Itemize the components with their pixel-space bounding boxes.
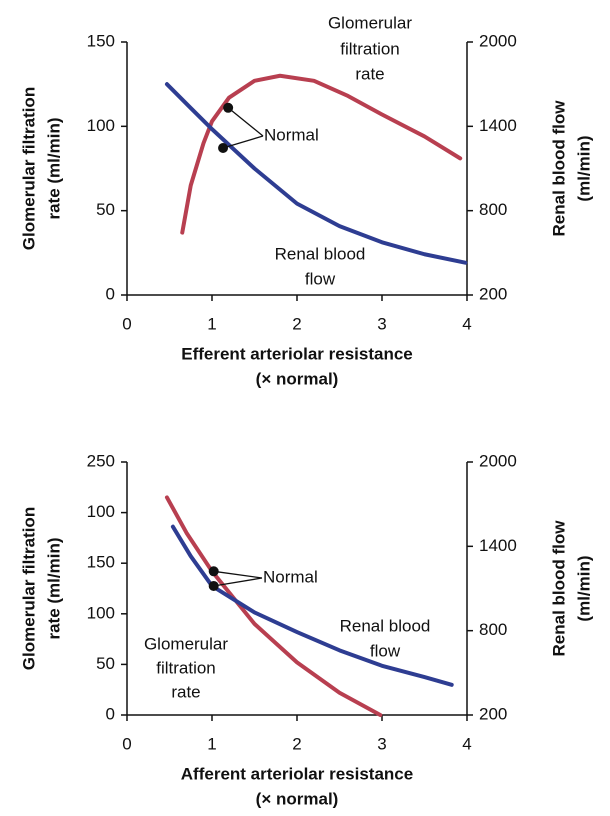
leader-line <box>213 570 263 579</box>
leader-line <box>213 577 263 587</box>
chart-panel: 0 1 2 3 4 0 50 100 150 100 250 200 800 1400 2000 Affere… <box>19 451 593 808</box>
data-line <box>180 73 463 235</box>
y-tick-label: 0 <box>106 284 115 303</box>
data-line <box>164 82 468 265</box>
curve-label: flow <box>305 269 336 288</box>
y-axis-title: rate (ml/min) <box>44 117 63 219</box>
y-tick-label: 0 <box>106 704 115 723</box>
x-tick-label: 1 <box>207 314 216 333</box>
y2-tick-label: 200 <box>479 284 507 303</box>
y-tick-label: 100 <box>87 502 115 521</box>
y-axis-title: Glomerular filtration <box>19 87 38 250</box>
y2-tick-label: 200 <box>479 704 507 723</box>
y-tick-label: 100 <box>87 603 115 622</box>
x-tick-label: 3 <box>377 734 386 753</box>
x-tick-label: 4 <box>462 314 471 333</box>
y-tick-label: 250 <box>87 451 115 470</box>
normal-point <box>218 142 229 153</box>
annotation-label: Normal <box>263 567 318 586</box>
y2-axis-title: (ml/min) <box>574 135 593 201</box>
curve-label: Glomerular <box>144 634 228 653</box>
curve-label: flow <box>370 641 401 660</box>
x-tick-label: 2 <box>292 734 301 753</box>
x-tick-label: 2 <box>292 314 301 333</box>
curve-label: rate <box>355 64 384 83</box>
x-axis-title: (× normal) <box>256 789 339 808</box>
x-axis-title: (× normal) <box>256 369 339 388</box>
y-tick-label: 50 <box>96 200 115 219</box>
annotation-label: Normal <box>264 125 319 144</box>
y2-tick-label: 1400 <box>479 116 517 135</box>
y2-tick-label: 2000 <box>479 451 517 470</box>
curve-label: rate <box>171 682 200 701</box>
curve-label: Renal blood <box>340 616 431 635</box>
x-tick-label: 1 <box>207 734 216 753</box>
y2-tick-label: 2000 <box>479 31 517 50</box>
y-axis-title: rate (ml/min) <box>44 537 63 639</box>
normal-point <box>208 566 219 577</box>
curve-label: filtration <box>340 39 400 58</box>
y-axis-title: Glomerular filtration <box>19 507 38 670</box>
data-line <box>164 495 383 717</box>
y-tick-label: 150 <box>87 553 115 572</box>
x-tick-label: 0 <box>122 314 131 333</box>
y-tick-label: 150 <box>87 31 115 50</box>
curve-label: Glomerular <box>328 13 412 32</box>
chart-panel: 0 1 2 3 4 0 50 100 150 200 800 1400 2000 Efferent art… <box>19 13 593 388</box>
x-axis-title: Afferent arteriolar resistance <box>181 764 413 783</box>
normal-point <box>223 102 234 113</box>
y2-tick-label: 800 <box>479 200 507 219</box>
x-tick-label: 0 <box>122 734 131 753</box>
y2-axis-title: (ml/min) <box>574 555 593 621</box>
y2-axis-title: Renal blood flow <box>549 100 568 237</box>
y-tick-label: 50 <box>96 654 115 673</box>
y2-tick-label: 1400 <box>479 536 517 555</box>
leader-line <box>222 135 264 149</box>
x-tick-label: 3 <box>377 314 386 333</box>
curve-label: Renal blood <box>275 244 366 263</box>
y2-tick-label: 800 <box>479 620 507 639</box>
curve-label: filtration <box>156 658 216 677</box>
normal-point <box>208 580 219 591</box>
leader-line <box>227 107 264 137</box>
data-line <box>170 524 454 687</box>
y2-axis-title: Renal blood flow <box>549 520 568 657</box>
x-axis-title: Efferent arteriolar resistance <box>181 344 413 363</box>
x-tick-label: 4 <box>462 734 471 753</box>
y-tick-label: 100 <box>87 116 115 135</box>
